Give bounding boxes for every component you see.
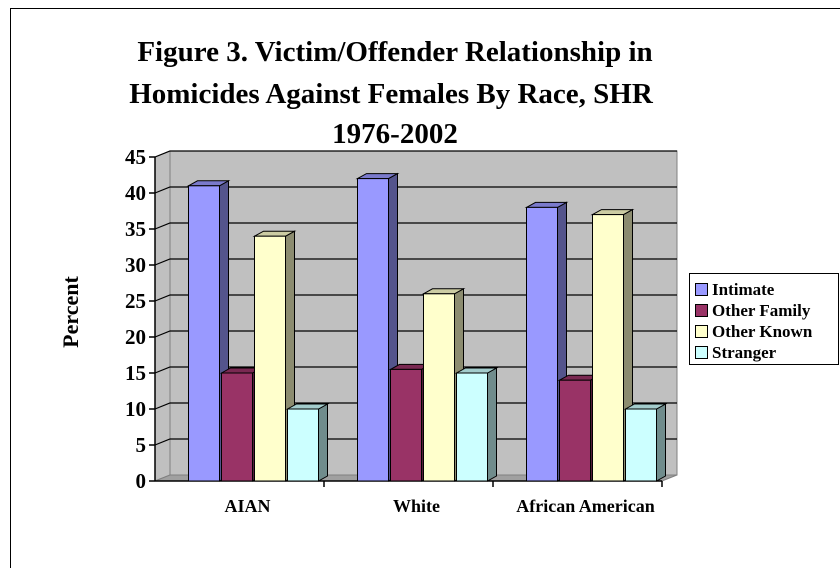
gridline — [154, 330, 677, 338]
bar-front — [254, 235, 286, 482]
y-tick-label: 10 — [125, 397, 146, 421]
legend-label: Intimate — [712, 279, 775, 299]
y-tick-label: 25 — [125, 289, 146, 313]
x-tick-label: AIAN — [224, 496, 270, 516]
gridline — [154, 150, 677, 158]
bar-stranger-white — [454, 367, 499, 482]
chart-frame — [10, 8, 840, 568]
bar-front — [287, 408, 319, 482]
bar-front — [390, 368, 422, 482]
legend-item: Stranger — [695, 342, 838, 363]
x-tick-label: White — [393, 496, 440, 516]
chart-title-line-3: 1976-2002 — [332, 118, 458, 150]
y-tick-label: 20 — [125, 325, 146, 349]
y-axis-label: Percent — [58, 276, 83, 348]
bar-front — [526, 206, 558, 482]
gridline — [154, 402, 677, 410]
bar-front — [188, 185, 220, 482]
chart-title-line-2: Homicides Against Females By Race, SHR — [129, 78, 653, 110]
gridline — [154, 222, 677, 230]
gridline — [154, 294, 677, 302]
bar-stranger-african-american — [623, 403, 668, 482]
gridline — [154, 366, 677, 374]
bar-side — [656, 403, 666, 482]
bar-side — [318, 403, 328, 482]
legend-swatch — [695, 283, 708, 296]
y-tick-label: 0 — [136, 469, 147, 493]
bar-front — [423, 293, 455, 482]
bar-front — [357, 178, 389, 482]
y-tick-label: 15 — [125, 361, 146, 385]
legend-label: Other Family — [712, 300, 811, 320]
legend-item: Other Family — [695, 300, 838, 321]
bar-front — [559, 379, 591, 482]
chart-title-line-1: Figure 3. Victim/Offender Relationship i… — [137, 36, 653, 68]
y-tick-label: 30 — [125, 253, 146, 277]
bar-front — [456, 372, 488, 482]
y-tick-label: 35 — [125, 217, 146, 241]
bar-side — [487, 367, 497, 482]
legend-swatch — [695, 325, 708, 338]
gridline — [154, 258, 677, 266]
legend: Intimate Other Family Other Known Stranger — [689, 273, 839, 365]
legend-item: Other Known — [695, 321, 838, 342]
gridline — [154, 186, 677, 194]
legend-label: Stranger — [712, 342, 777, 362]
bar-front — [625, 408, 657, 482]
bar-front — [221, 372, 253, 482]
bar-intimate-african-american — [524, 201, 569, 482]
legend-swatch — [695, 346, 708, 359]
bar-stranger-aian — [285, 403, 330, 482]
x-tick-label: African American — [516, 496, 654, 516]
gridline — [154, 438, 677, 446]
legend-label: Other Known — [712, 321, 813, 341]
legend-item: Intimate — [695, 279, 838, 300]
y-tick-label: 45 — [125, 145, 146, 169]
y-tick-label: 40 — [125, 181, 146, 205]
bar-front — [592, 214, 624, 482]
legend-swatch — [695, 304, 708, 317]
y-tick-label: 5 — [136, 433, 147, 457]
